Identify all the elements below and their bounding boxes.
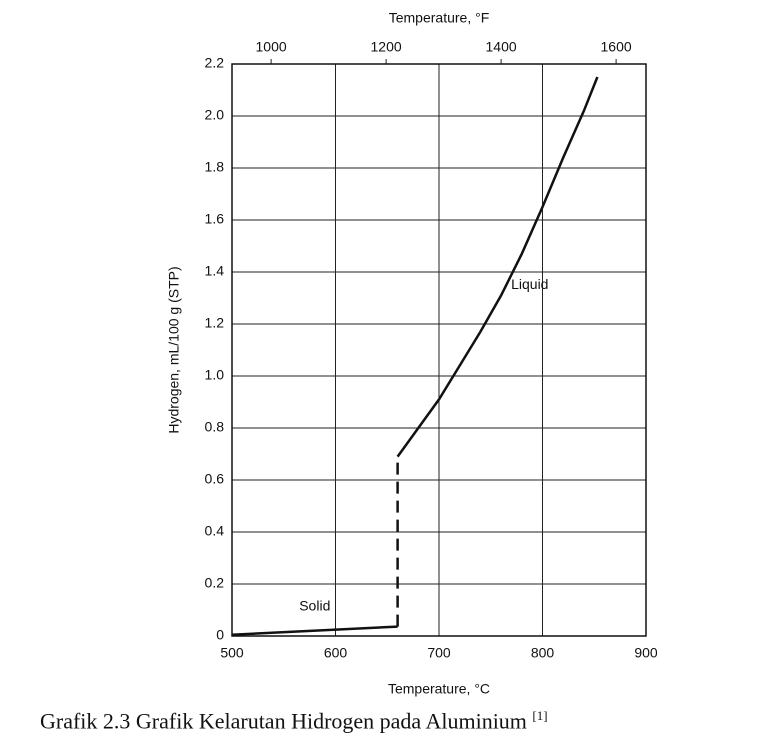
x2-axis-title: Temperature, °F [389,10,490,26]
y-tick-label: 1.4 [205,263,225,279]
x-tick-label: 500 [220,645,244,661]
x2-tick-label: 1600 [601,39,632,55]
x-tick-label: 600 [324,645,348,661]
series-line [232,627,398,635]
caption: Grafik 2.3 Grafik Kelarutan Hidrogen pad… [40,708,771,734]
x-axis-title: Temperature, °C [388,681,490,697]
y-tick-label: 1.0 [205,367,225,383]
y-tick-label: 2.0 [205,107,225,123]
y-axis-title: Hydrogen, mL/100 g (STP) [166,266,182,433]
x2-tick-label: 1000 [256,39,287,55]
y-tick-label: 2.2 [205,55,225,71]
y-tick-label: 0.4 [205,523,225,539]
x-tick-label: 700 [427,645,451,661]
series-label: Solid [299,597,330,613]
x-tick-label: 800 [531,645,555,661]
caption-reference: [1] [532,708,547,723]
y-tick-label: 1.2 [205,315,225,331]
y-tick-label: 0 [216,627,224,643]
x2-tick-label: 1400 [486,39,517,55]
x2-tick-label: 1200 [371,39,402,55]
series-line [398,77,598,457]
x-tick-label: 900 [634,645,658,661]
y-tick-label: 0.8 [205,419,225,435]
caption-text: Grafik 2.3 Grafik Kelarutan Hidrogen pad… [40,708,527,733]
page: {"chart_data": {"type": "line", "x_label… [0,0,771,753]
y-tick-label: 1.6 [205,211,225,227]
y-tick-label: 0.2 [205,575,225,591]
y-tick-label: 0.6 [205,471,225,487]
series-label: Liquid [511,276,548,292]
chart: Temperature, °F Temperature, °C Hydrogen… [0,0,771,700]
y-tick-label: 1.8 [205,159,225,175]
